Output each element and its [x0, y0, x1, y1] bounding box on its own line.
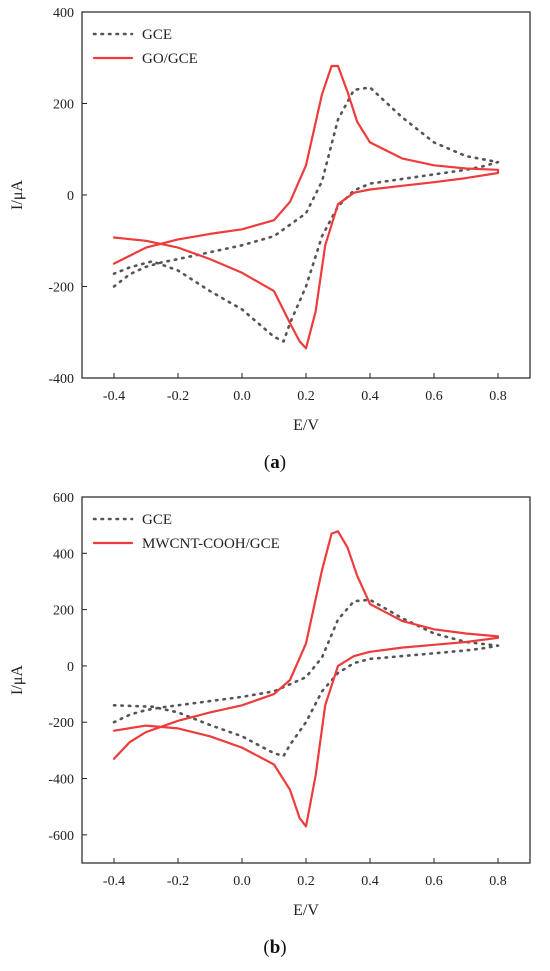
- x-tick-label: 0.6: [425, 874, 443, 889]
- y-tick-label: -200: [48, 281, 74, 296]
- x-axis-label: E/V: [293, 902, 319, 919]
- chart-panel-a: -0.4 -0.2 0.0 0.2 0.4 0.6 0.8 -400 -200 0 200 400 E/…: [0, 0, 550, 485]
- y-tick-label: -200: [48, 716, 74, 731]
- x-tick-label: 0.8: [489, 874, 507, 889]
- x-tick-label: -0.2: [167, 389, 189, 404]
- x-tick-label: -0.4: [103, 874, 125, 889]
- caption-a: (a): [263, 452, 287, 473]
- series-line-go-gce: [112, 64, 500, 350]
- y-tick-label: -600: [48, 829, 74, 844]
- y-tick-label: 600: [53, 491, 74, 506]
- series-line-gce: [112, 86, 500, 343]
- y-axis-label: I/μA: [9, 180, 26, 210]
- x-tick-label: 0.0: [233, 389, 251, 404]
- x-tick-label: 0.2: [297, 874, 315, 889]
- caption-b: (b): [263, 937, 287, 958]
- chart-panel-b: -0.4 -0.2 0.0 0.2 0.4 0.6 0.8 -600 -400 -200 0 200 4…: [0, 485, 550, 971]
- x-tick-label: 0.6: [425, 389, 443, 404]
- legend-label: GO/GCE: [142, 51, 198, 67]
- x-tick-label: -0.2: [167, 874, 189, 889]
- x-tick-label: 0.2: [297, 389, 315, 404]
- legend-label: GCE: [142, 27, 172, 43]
- x-tick-label: 0.4: [361, 874, 379, 889]
- x-axis-label: E/V: [293, 417, 319, 434]
- x-tick-label: 0.8: [489, 389, 507, 404]
- x-tick-label: 0.4: [361, 389, 379, 404]
- y-tick-label: 400: [53, 6, 74, 21]
- x-tick-label: -0.4: [103, 389, 125, 404]
- y-tick-label: 200: [53, 98, 74, 113]
- y-tick-label: 400: [53, 547, 74, 562]
- y-axis-label: I/μA: [9, 665, 26, 695]
- y-tick-label: 0: [67, 189, 74, 204]
- y-tick-label: -400: [48, 773, 74, 788]
- y-tick-label: 0: [67, 660, 74, 675]
- series-line-gce: [112, 598, 500, 758]
- series-line-mwcnt-cooh-gce: [112, 530, 500, 828]
- legend-label: GCE: [142, 512, 172, 528]
- x-tick-label: 0.0: [233, 874, 251, 889]
- cv-chart-a: -0.4 -0.2 0.0 0.2 0.4 0.6 0.8 -400 -200 0 200 400 E/…: [9, 6, 531, 434]
- y-tick-label: 200: [53, 604, 74, 619]
- legend-label: MWCNT-COOH/GCE: [142, 536, 280, 552]
- cv-chart-b: -0.4 -0.2 0.0 0.2 0.4 0.6 0.8 -600 -400 -200 0 200 4…: [9, 491, 531, 919]
- y-tick-label: -400: [48, 372, 74, 387]
